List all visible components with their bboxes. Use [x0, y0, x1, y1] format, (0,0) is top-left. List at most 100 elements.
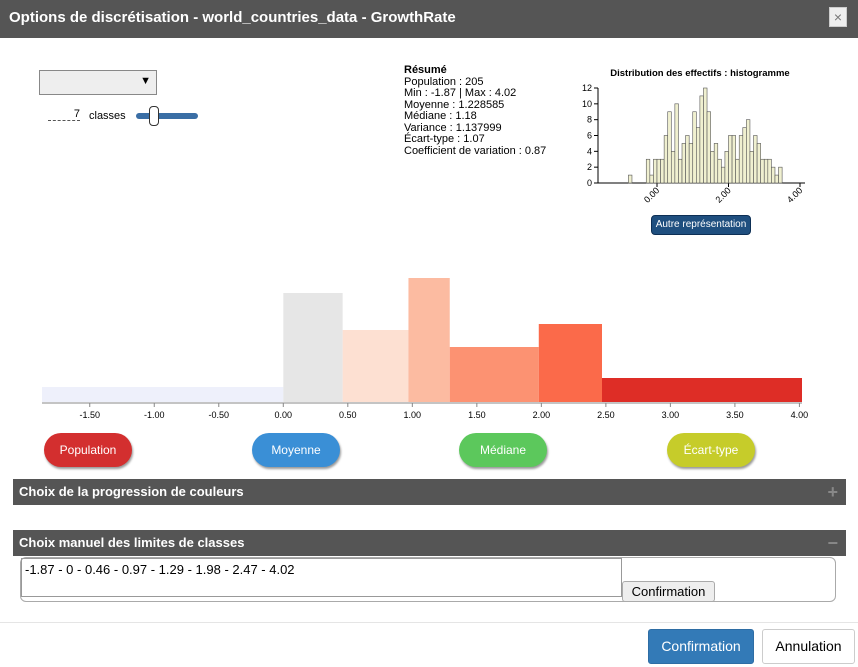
- summary-title: Résumé: [404, 64, 447, 76]
- histogram-bar: [645, 158, 651, 184]
- histogram-title: Distribution des effectifs : histogramme: [610, 68, 789, 79]
- summary-line: Min : -1.87 | Max : 4.02: [404, 87, 517, 99]
- stat-button[interactable]: Population: [44, 433, 132, 467]
- x-tick-label: 0.50: [339, 410, 357, 420]
- class-bar: [408, 278, 450, 402]
- y-tick-label: 4: [587, 146, 592, 156]
- x-tick-label: 1.00: [404, 410, 422, 420]
- y-tick-label: 0: [587, 178, 592, 188]
- class-bar: [602, 378, 802, 402]
- cancel-button[interactable]: Annulation: [762, 629, 855, 664]
- histogram: Distribution des effectifs : histogramme…: [582, 68, 805, 205]
- x-tick-label: 2.50: [597, 410, 615, 420]
- y-tick-label: 8: [587, 115, 592, 125]
- histogram-bar: [667, 111, 672, 184]
- histogram-bar: [713, 143, 719, 184]
- histogram-bar: [753, 135, 758, 184]
- histogram-bar: [756, 143, 761, 184]
- histogram-bar: [692, 111, 697, 184]
- histogram-bar: [771, 166, 776, 184]
- footer-divider: [0, 622, 858, 623]
- x-tick-label: 3.00: [662, 410, 680, 420]
- classes-count[interactable]: 7: [48, 108, 80, 121]
- class-bar: [538, 324, 602, 402]
- histogram-bar: [706, 111, 711, 184]
- class-bar: [342, 330, 409, 402]
- histogram-bar: [763, 158, 769, 184]
- histogram-bar: [728, 135, 733, 184]
- histogram-bar: [663, 135, 669, 184]
- stat-button[interactable]: Écart-type: [667, 433, 755, 467]
- x-tick-label: -1.50: [79, 410, 100, 420]
- class-chart: -1.50 -1.00 -0.50 0.00 0.50 1.00 1.50 2.00 2.50 3…: [42, 278, 809, 420]
- slider-track[interactable]: [136, 113, 198, 119]
- summary-line: Variance : 1.137999: [404, 121, 502, 134]
- x-tick-label: 0.00: [642, 185, 661, 204]
- limits-textarea[interactable]: -1.87 - 0 - 0.46 - 0.97 - 1.29 - 1.98 - …: [21, 558, 622, 597]
- histogram-bar: [703, 87, 708, 184]
- section-bar[interactable]: Choix manuel des limites de classes −: [13, 530, 846, 556]
- x-tick-label: 4.00: [785, 185, 804, 204]
- histogram-bar: [688, 143, 694, 184]
- histogram-bar: [685, 135, 690, 184]
- histogram-bar: [674, 103, 679, 184]
- section-title: Choix manuel des limites de classes: [19, 535, 245, 550]
- class-bar: [449, 347, 539, 402]
- histogram-bar: [778, 166, 783, 184]
- stat-button[interactable]: Médiane: [459, 433, 547, 467]
- class-bar: [283, 293, 343, 402]
- histogram-bar: [724, 151, 729, 184]
- y-tick-label: 2: [587, 162, 592, 172]
- histogram-bar: [774, 174, 779, 184]
- histogram-bar: [760, 158, 765, 184]
- class-bar: [42, 387, 284, 402]
- stat-button[interactable]: Moyenne: [252, 433, 340, 467]
- slider-handle[interactable]: [149, 106, 159, 126]
- histogram-bar: [660, 158, 665, 184]
- summary-line: Moyenne : 1.228585: [404, 98, 505, 111]
- section-toggle[interactable]: −: [827, 533, 838, 553]
- confirm-limits-button[interactable]: Confirmation: [622, 581, 715, 602]
- histogram-bar: [681, 143, 686, 184]
- manual-box: [20, 557, 836, 602]
- dropdown[interactable]: ▼: [39, 70, 157, 95]
- histogram-bar: [696, 127, 701, 184]
- y-tick-label: 6: [587, 131, 592, 141]
- x-tick-label: 1.50: [468, 410, 486, 420]
- histogram-bar: [767, 158, 772, 184]
- histogram-bar: [735, 158, 740, 184]
- histogram-bar: [678, 158, 683, 184]
- x-tick-label: 4.00: [791, 410, 809, 420]
- histogram-bar: [656, 158, 661, 184]
- title-bar: Options de discrétisation - world_countr…: [0, 0, 858, 38]
- histogram-bar: [710, 151, 715, 184]
- section-toggle[interactable]: +: [827, 482, 838, 502]
- x-tick-label: 3.50: [726, 410, 744, 420]
- histogram-bar: [717, 158, 722, 184]
- dialog-title: Options de discrétisation - world_countr…: [9, 9, 456, 26]
- histogram-bar: [742, 127, 747, 184]
- confirm-button[interactable]: Confirmation: [648, 629, 754, 664]
- histogram-bar: [749, 151, 754, 184]
- section-title: Choix de la progression de couleurs: [19, 484, 244, 499]
- histogram-bar: [649, 174, 654, 184]
- summary-line: Médiane : 1.18: [404, 110, 477, 122]
- classes-label: classes: [89, 110, 126, 122]
- summary-lines: Population : 205 Min : -1.87 | Max : 4.02…: [404, 76, 546, 158]
- section-bar[interactable]: Choix de la progression de couleurs +: [13, 479, 846, 505]
- dropdown-arrow: ▼: [140, 75, 151, 87]
- x-tick-label: 0.00: [275, 410, 293, 420]
- x-tick-label: 2.00: [713, 185, 732, 204]
- x-tick-label: -1.00: [144, 410, 165, 420]
- close-button[interactable]: ×: [829, 7, 847, 27]
- y-tick-label: 12: [582, 83, 592, 93]
- x-tick-label: -0.50: [209, 410, 230, 420]
- x-tick-label: 2.00: [533, 410, 551, 420]
- histogram-bar: [746, 119, 751, 184]
- histogram-bar: [653, 158, 658, 184]
- histogram-bar: [731, 135, 736, 184]
- histogram-bar: [738, 135, 744, 184]
- histogram-bar: [628, 174, 633, 184]
- other-representation-button[interactable]: Autre représentation: [651, 215, 751, 235]
